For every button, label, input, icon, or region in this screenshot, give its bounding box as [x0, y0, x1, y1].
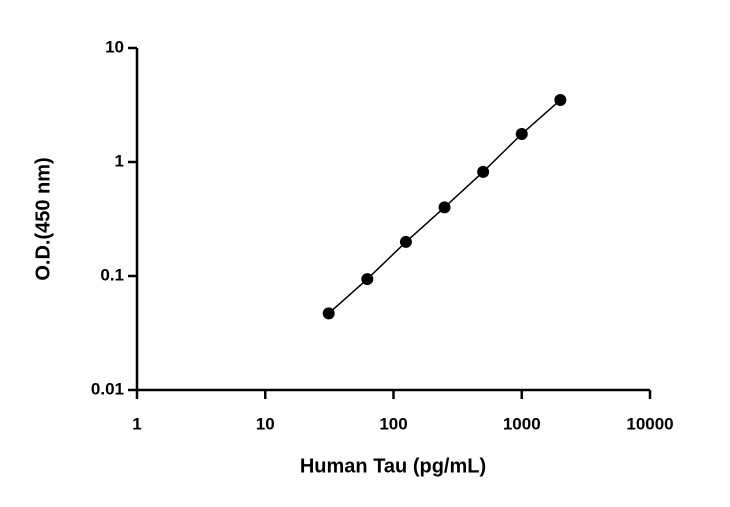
- data-point: [477, 165, 490, 178]
- y-tick-label: 0.1: [100, 265, 124, 284]
- data-point: [554, 93, 567, 106]
- x-tick-label: 100: [379, 414, 407, 433]
- y-tick-label: 0.01: [91, 379, 124, 398]
- x-axis-label: Human Tau (pg/mL): [300, 455, 486, 477]
- data-point: [515, 128, 528, 141]
- y-tick-label: 10: [105, 37, 124, 56]
- data-point: [438, 201, 451, 214]
- data-point: [361, 273, 374, 286]
- data-point: [399, 235, 412, 248]
- x-tick-label: 10000: [626, 414, 673, 433]
- x-tick-label: 1: [132, 414, 141, 433]
- x-tick-label: 10: [256, 414, 275, 433]
- x-tick-label: 1000: [503, 414, 541, 433]
- y-axis-label: O.D.(450 nm): [32, 157, 54, 280]
- y-tick-label: 1: [115, 151, 124, 170]
- data-point: [322, 307, 335, 320]
